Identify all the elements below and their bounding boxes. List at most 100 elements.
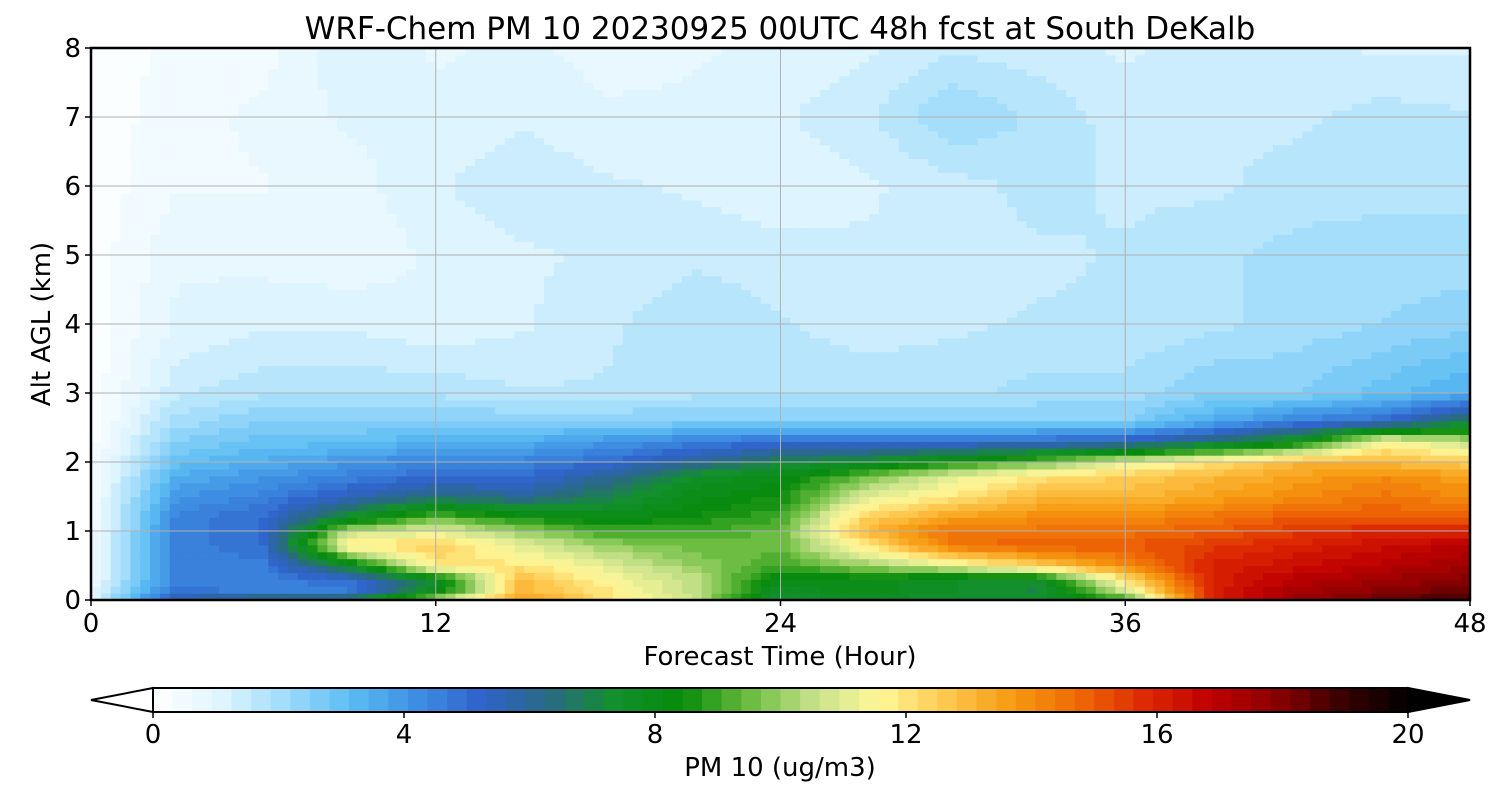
- contour-cell: [1007, 386, 1018, 394]
- contour-cell: [1056, 475, 1067, 484]
- contour-cell: [475, 579, 486, 587]
- contour-cell: [248, 551, 260, 560]
- contour-cell: [199, 524, 210, 532]
- contour-cell: [1164, 441, 1176, 449]
- contour-cell: [159, 351, 171, 360]
- contour-cell: [800, 593, 811, 601]
- contour-cell: [1076, 441, 1087, 449]
- contour-cell: [406, 393, 417, 401]
- contour-cell: [219, 551, 230, 560]
- contour-cell: [790, 406, 801, 415]
- contour-cell: [711, 448, 722, 456]
- contour-cell: [947, 503, 959, 511]
- contour-cell: [238, 365, 250, 373]
- contour-cell: [356, 558, 368, 567]
- contour-cell: [228, 427, 240, 435]
- contour-cell: [209, 441, 220, 449]
- contour-cell: [908, 503, 919, 511]
- contour-cell: [307, 420, 319, 429]
- contour-cell: [366, 503, 378, 511]
- contour-cell: [524, 358, 535, 366]
- contour-cell: [475, 386, 486, 394]
- contour-cell: [1194, 427, 1205, 435]
- contour-cell: [1401, 524, 1412, 532]
- contour-cell: [169, 544, 181, 553]
- contour-cell: [1056, 579, 1067, 587]
- contour-cell: [1016, 372, 1028, 380]
- contour-cell: [386, 558, 397, 567]
- contour-cell: [199, 462, 210, 470]
- contour-cell: [957, 593, 969, 601]
- contour-cell: [140, 496, 151, 504]
- contour-cell: [1164, 482, 1176, 491]
- contour-cell: [1312, 579, 1323, 587]
- contour-cell: [1391, 386, 1402, 394]
- contour-cell: [1174, 496, 1185, 504]
- contour-cell: [288, 565, 299, 573]
- contour-cell: [1154, 413, 1166, 422]
- contour-cell: [800, 351, 811, 360]
- contour-cell: [1135, 434, 1146, 442]
- contour-cell: [1420, 413, 1432, 422]
- contour-cell: [199, 420, 210, 429]
- contour-cell: [485, 544, 496, 553]
- contour-cell: [701, 434, 713, 442]
- contour-cell: [1056, 413, 1067, 422]
- contour-cell: [150, 517, 161, 525]
- contour-cell: [100, 455, 112, 463]
- contour-cell: [879, 351, 890, 360]
- contour-cell: [524, 489, 535, 498]
- contour-cell: [347, 468, 358, 477]
- contour-cell: [1007, 406, 1018, 415]
- contour-cell: [475, 558, 486, 567]
- contour-cell: [1361, 468, 1373, 477]
- contour-cell: [396, 572, 407, 580]
- contour-cell: [1361, 448, 1373, 456]
- contour-cell: [327, 399, 338, 408]
- contour-cell: [1056, 503, 1067, 511]
- contour-cell: [898, 372, 910, 380]
- contour-cell: [485, 496, 496, 504]
- contour-cell: [396, 358, 407, 366]
- contour-cell: [977, 586, 988, 594]
- contour-cell: [1460, 386, 1471, 394]
- contour-cell: [593, 448, 604, 456]
- contour-cell: [987, 517, 998, 525]
- contour-cell: [504, 475, 516, 484]
- contour-cell: [800, 482, 811, 491]
- contour-cell: [553, 482, 565, 491]
- contour-cell: [1302, 406, 1313, 415]
- contour-cell: [228, 551, 240, 560]
- contour-cell: [849, 489, 860, 498]
- contour-cell: [465, 462, 476, 470]
- contour-cell: [366, 475, 378, 484]
- contour-cell: [347, 351, 358, 360]
- contour-cell: [1460, 441, 1471, 449]
- contour-cell: [1076, 586, 1087, 594]
- contour-cell: [829, 434, 841, 442]
- contour-cell: [544, 517, 555, 525]
- contour-cell: [140, 399, 151, 408]
- contour-cell: [209, 510, 220, 518]
- contour-cell: [662, 558, 673, 567]
- contour-cell: [248, 558, 260, 567]
- contour-cell: [1263, 420, 1274, 429]
- contour-cell: [987, 441, 998, 449]
- contour-cell: [1204, 572, 1215, 580]
- contour-cell: [169, 462, 181, 470]
- contour-cell: [465, 434, 476, 442]
- contour-cell: [790, 503, 801, 511]
- contour-cell: [800, 358, 811, 366]
- contour-cell: [1105, 531, 1116, 539]
- contour-cell: [209, 434, 220, 442]
- contour-cell: [1391, 510, 1402, 518]
- contour-cell: [130, 399, 141, 408]
- contour-cell: [1154, 379, 1166, 387]
- contour-cell: [1351, 524, 1363, 532]
- contour-cell: [150, 365, 161, 373]
- contour-cell: [1066, 468, 1077, 477]
- contour-cell: [544, 448, 555, 456]
- contour-cell: [957, 558, 969, 567]
- contour-cell: [1420, 434, 1432, 442]
- contour-cell: [898, 544, 910, 553]
